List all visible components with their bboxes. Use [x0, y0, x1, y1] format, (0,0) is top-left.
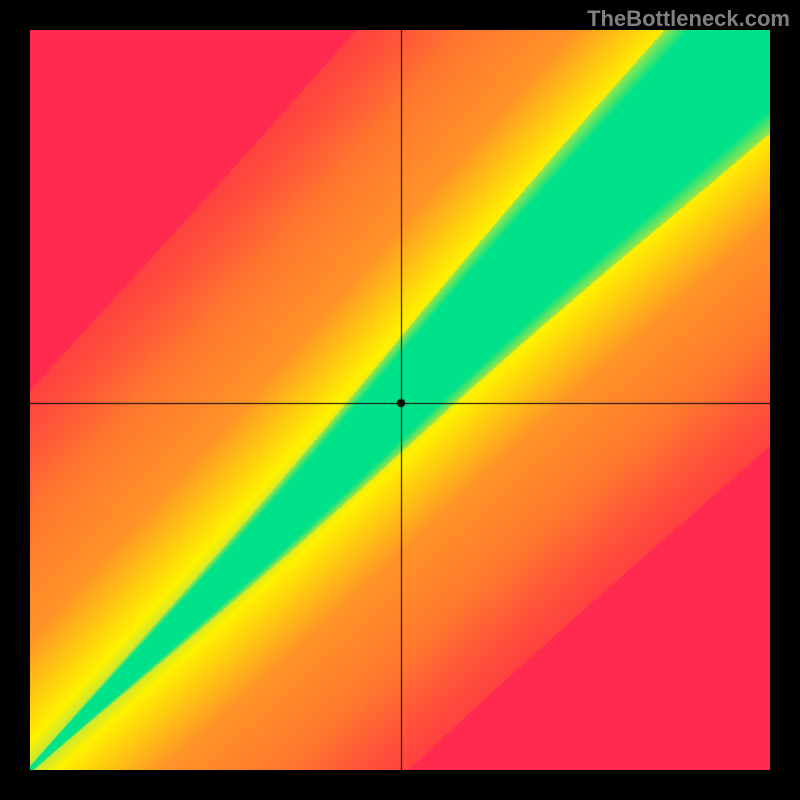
heatmap-canvas [30, 30, 770, 770]
bottleneck-heatmap [30, 30, 770, 770]
watermark-text: TheBottleneck.com [587, 6, 790, 32]
chart-container: TheBottleneck.com [0, 0, 800, 800]
